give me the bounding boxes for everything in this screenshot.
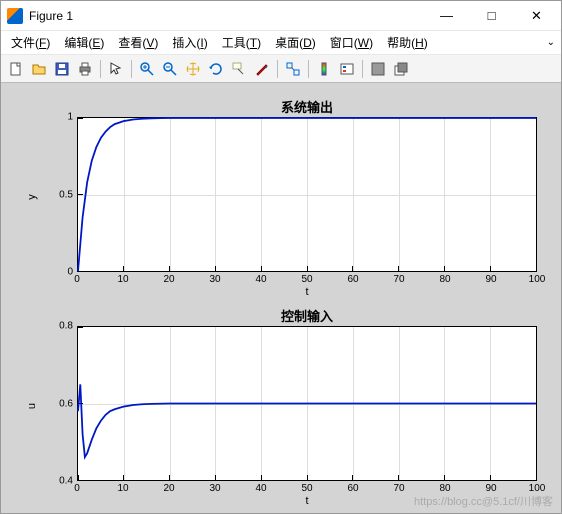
chart-system-output: 系统输出yt00.510102030405060708090100	[47, 95, 543, 298]
x-tick-label: 0	[74, 483, 80, 494]
menu-h[interactable]: 帮助(H)	[381, 32, 434, 53]
new-button[interactable]	[5, 58, 27, 80]
y-tick-label: 0.8	[59, 321, 73, 332]
close-button[interactable]: ✕	[514, 2, 559, 30]
pan-button[interactable]	[182, 58, 204, 80]
chart-control-input: 控制输入ut0.40.60.80102030405060708090100	[47, 304, 543, 507]
x-tick-label: 10	[117, 483, 128, 494]
toolbar-separator	[308, 60, 309, 78]
brush-button[interactable]	[251, 58, 273, 80]
colorbar-button[interactable]	[313, 58, 335, 80]
legend-button[interactable]	[336, 58, 358, 80]
chart-title: 控制输入	[77, 306, 537, 325]
x-tick-label: 60	[347, 274, 358, 285]
data-curve	[78, 118, 536, 271]
rotate-button[interactable]	[205, 58, 227, 80]
print-button[interactable]	[74, 58, 96, 80]
x-tick-label: 80	[439, 274, 450, 285]
maximize-button[interactable]: □	[469, 2, 514, 30]
y-tick-label: 0	[67, 267, 73, 278]
x-tick-label: 90	[485, 274, 496, 285]
window-title: Figure 1	[29, 9, 424, 23]
plot-area[interactable]	[77, 326, 537, 481]
menu-t[interactable]: 工具(T)	[216, 32, 267, 53]
x-tick-label: 100	[529, 274, 546, 285]
figure-area: 系统输出yt00.510102030405060708090100 控制输入ut…	[1, 83, 561, 513]
x-tick-label: 50	[301, 274, 312, 285]
x-tick-label: 40	[255, 274, 266, 285]
zoom-out-button[interactable]	[159, 58, 181, 80]
menu-e[interactable]: 编辑(E)	[58, 32, 110, 53]
menu-w[interactable]: 窗口(W)	[324, 32, 379, 53]
save-button[interactable]	[51, 58, 73, 80]
chart-title: 系统输出	[77, 97, 537, 116]
menu-d[interactable]: 桌面(D)	[269, 32, 322, 53]
dock-button[interactable]	[367, 58, 389, 80]
watermark: https://blog.cc@5.1cf/川博客	[414, 493, 553, 509]
datatip-button[interactable]	[228, 58, 250, 80]
x-tick-label: 60	[347, 483, 358, 494]
minimize-button[interactable]: —	[424, 2, 469, 30]
zoom-in-button[interactable]	[136, 58, 158, 80]
title-bar: Figure 1 — □ ✕	[1, 1, 561, 31]
app-icon	[7, 8, 23, 24]
figure-window: Figure 1 — □ ✕ 文件(F)编辑(E)查看(V)插入(I)工具(T)…	[0, 0, 562, 514]
toolbar-separator	[100, 60, 101, 78]
y-axis-label: u	[26, 402, 38, 408]
y-tick-label: 0.5	[59, 189, 73, 200]
link-button[interactable]	[282, 58, 304, 80]
x-tick-label: 30	[209, 483, 220, 494]
x-tick-label: 50	[301, 483, 312, 494]
toolbar-separator	[362, 60, 363, 78]
menu-chevron-icon[interactable]: ⌄	[547, 37, 555, 48]
menu-i[interactable]: 插入(I)	[166, 32, 213, 53]
menu-bar: 文件(F)编辑(E)查看(V)插入(I)工具(T)桌面(D)窗口(W)帮助(H)…	[1, 31, 561, 55]
x-tick-label: 70	[393, 483, 404, 494]
x-axis-label: t	[77, 286, 537, 298]
y-axis-label: y	[26, 194, 38, 200]
menu-v[interactable]: 查看(V)	[112, 32, 164, 53]
y-tick-label: 0.4	[59, 476, 73, 487]
pointer-button[interactable]	[105, 58, 127, 80]
x-tick-label: 70	[393, 274, 404, 285]
x-tick-label: 20	[163, 483, 174, 494]
toolbar	[1, 55, 561, 83]
x-tick-label: 0	[74, 274, 80, 285]
x-tick-label: 40	[255, 483, 266, 494]
x-tick-label: 10	[117, 274, 128, 285]
x-tick-label: 30	[209, 274, 220, 285]
menu-f[interactable]: 文件(F)	[5, 32, 56, 53]
y-tick-label: 1	[67, 112, 73, 123]
toolbar-separator	[131, 60, 132, 78]
y-tick-label: 0.6	[59, 398, 73, 409]
undock-button[interactable]	[390, 58, 412, 80]
plot-area[interactable]	[77, 117, 537, 272]
open-button[interactable]	[28, 58, 50, 80]
toolbar-separator	[277, 60, 278, 78]
data-curve	[78, 327, 536, 480]
x-tick-label: 20	[163, 274, 174, 285]
